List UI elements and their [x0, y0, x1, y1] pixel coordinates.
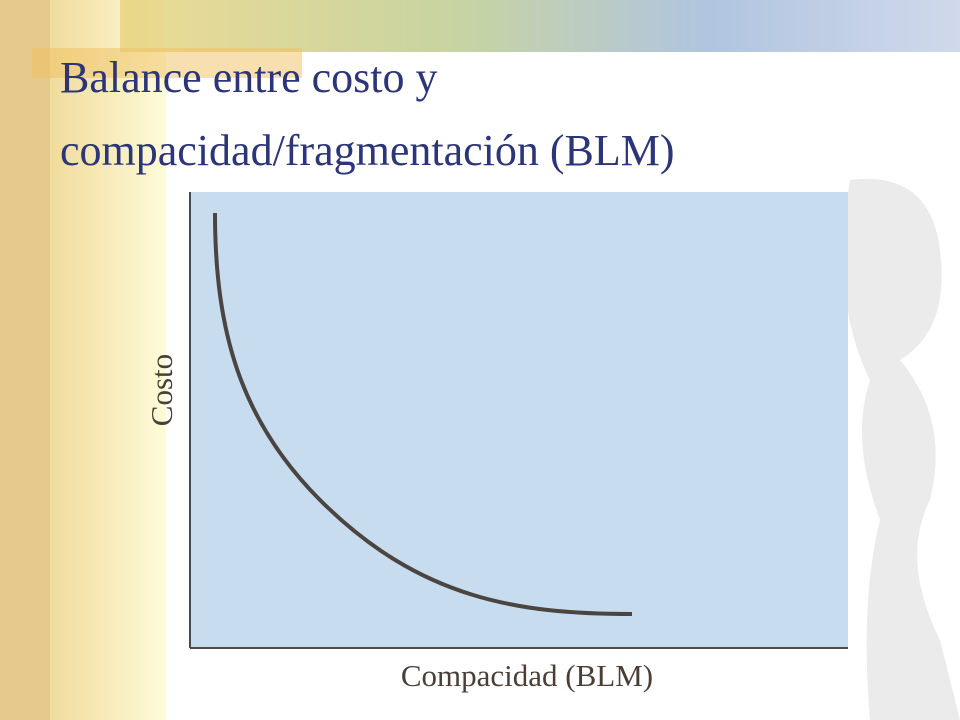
background-figure — [843, 178, 960, 720]
left-strip — [50, 0, 166, 720]
tradeoff-curve — [213, 212, 633, 616]
left-texture — [0, 0, 50, 720]
y-axis-label: Costo — [144, 354, 179, 426]
banner-accent — [32, 48, 302, 78]
top-banner — [120, 0, 960, 52]
title-line: compacidad/fragmentación (BLM) — [60, 126, 675, 175]
x-axis-label: Compacidad (BLM) — [401, 658, 653, 693]
title-line: Balance entre costo y — [60, 53, 438, 102]
plot-area — [190, 192, 848, 648]
